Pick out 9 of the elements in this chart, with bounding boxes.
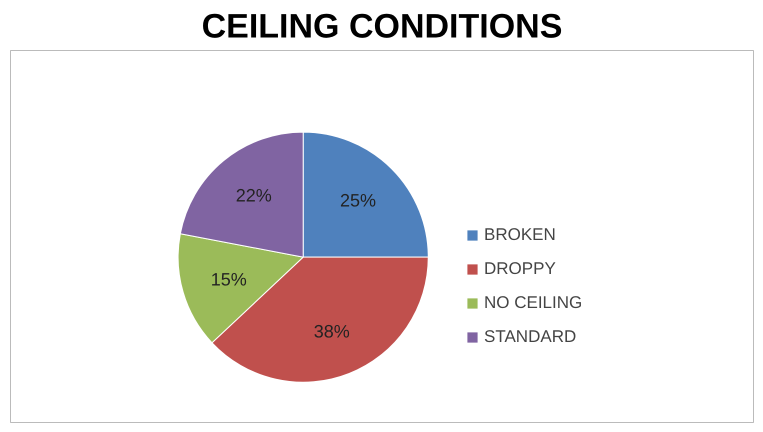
legend-label: DROPPY (484, 259, 556, 279)
data-label: 15% (210, 270, 247, 290)
data-label: 22% (236, 185, 272, 206)
legend-label: STANDARD (484, 327, 576, 347)
data-label: 38% (314, 322, 350, 342)
legend-label: NO CEILING (484, 293, 582, 313)
chart-title: CEILING CONDITIONS (202, 8, 562, 46)
legend-label: BROKEN (484, 225, 556, 245)
data-label: 25% (340, 190, 376, 211)
